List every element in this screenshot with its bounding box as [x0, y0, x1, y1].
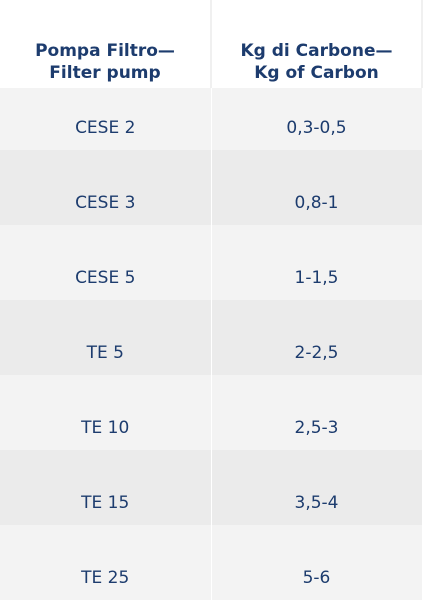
header-cell: Kg di Carbone— Kg of Carbon — [211, 0, 423, 88]
table-row: CESE 5 1-1,5 — [0, 225, 423, 300]
table-cell: TE 25 — [0, 525, 212, 600]
table-row: CESE 2 0,3-0,5 — [0, 88, 423, 150]
table-row: CESE 3 0,8-1 — [0, 150, 423, 225]
table-cell: CESE 2 — [0, 88, 212, 150]
table-cell: 2,5-3 — [211, 375, 423, 450]
table-cell: 0,3-0,5 — [211, 88, 423, 150]
table-row: TE 25 5-6 — [0, 525, 423, 600]
table-cell: CESE 3 — [0, 150, 212, 225]
table-row: TE 10 2,5-3 — [0, 375, 423, 450]
table-cell: CESE 5 — [0, 225, 212, 300]
table-cell: TE 10 — [0, 375, 212, 450]
table-row: TE 5 2-2,5 — [0, 300, 423, 375]
table-cell: 3,5-4 — [211, 450, 423, 525]
table-cell: 5-6 — [211, 525, 423, 600]
header-row: Pompa Filtro— Filter pump Kg di Carbone— K… — [0, 0, 423, 88]
table-cell: 0,8-1 — [211, 150, 423, 225]
table-cell: 2-2,5 — [211, 300, 423, 375]
header-cell: Pompa Filtro— Filter pump — [0, 0, 212, 88]
table-row: TE 15 3,5-4 — [0, 450, 423, 525]
table-cell: TE 15 — [0, 450, 212, 525]
table-cell: 1-1,5 — [211, 225, 423, 300]
table-cell: TE 5 — [0, 300, 212, 375]
